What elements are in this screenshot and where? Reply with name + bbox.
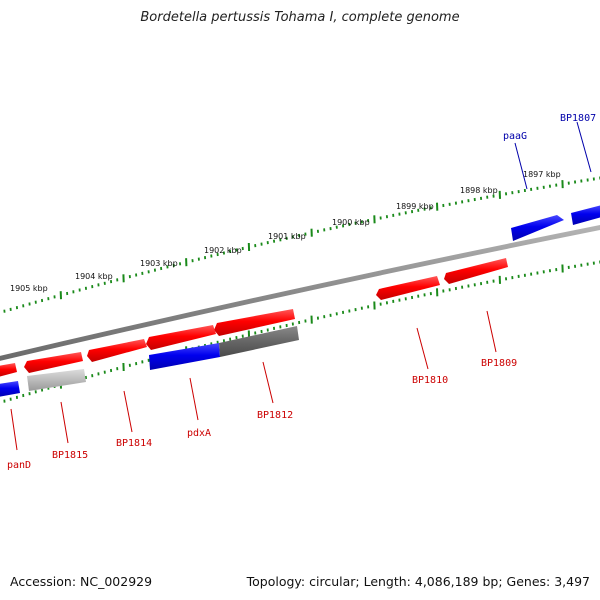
leader-paaG: [514, 142, 528, 190]
label-BP1812[interactable]: BP1812: [257, 410, 293, 421]
ruler-ticks: [3, 176, 600, 313]
leader-BP1812: [262, 361, 274, 404]
gene-BP1809[interactable]: [444, 258, 508, 284]
genome-summary-text: Topology: circular; Length: 4,086,189 bp…: [246, 574, 590, 589]
accession-text: Accession: NC_002929: [10, 574, 153, 589]
label-BP1815[interactable]: BP1815: [52, 450, 88, 461]
label-BP1814[interactable]: BP1814: [116, 438, 152, 449]
map-title: Bordetella pertussis Tohama I, complete …: [140, 10, 460, 25]
label-BP1809[interactable]: BP1809: [481, 358, 517, 369]
leader-BP1807: [576, 121, 592, 173]
gene-pdxA[interactable]: [149, 343, 220, 370]
ruler-label-1902: 1902 kbp: [204, 246, 242, 255]
ruler-label-1898: 1898 kbp: [460, 186, 498, 195]
gene-BP1810[interactable]: [376, 276, 440, 300]
leader-BP1814: [123, 390, 133, 433]
gene-BP1812[interactable]: [214, 309, 295, 336]
gene-panD[interactable]: [0, 363, 17, 377]
ruler-label-1903: 1903 kbp: [140, 259, 178, 268]
ruler-label-1901: 1901 kbp: [268, 232, 306, 241]
ruler-label-1899: 1899 kbp: [396, 202, 434, 211]
pseudogene-light[interactable]: [27, 369, 86, 391]
pseudogene-dark[interactable]: [219, 326, 299, 357]
ruler-label-1897: 1897 kbp: [523, 170, 561, 179]
label-paaG[interactable]: paaG: [503, 131, 527, 142]
gene-paaG[interactable]: [511, 215, 564, 241]
leader-BP1809: [486, 310, 497, 353]
inner-ticks: [3, 260, 600, 403]
leader-BP1815: [60, 401, 69, 444]
gene-pdxA-red[interactable]: [146, 325, 216, 350]
ruler-label-1905: 1905 kbp: [10, 284, 48, 293]
label-BP1810[interactable]: BP1810: [412, 375, 448, 386]
leader-pdxA: [189, 377, 199, 421]
gene-BP1814[interactable]: [87, 339, 147, 362]
leader-panD: [10, 408, 18, 451]
genome-backbone: [0, 225, 600, 361]
ruler-label-1900: 1900 kbp: [332, 218, 370, 227]
label-BP1807[interactable]: BP1807: [560, 113, 596, 124]
gene-BP1807[interactable]: [571, 205, 600, 225]
label-panD[interactable]: panD: [7, 460, 31, 471]
leader-BP1810: [416, 327, 429, 370]
label-pdxA[interactable]: pdxA: [187, 428, 211, 439]
gene-panD-reverse[interactable]: [0, 381, 20, 397]
ruler-label-1904: 1904 kbp: [75, 272, 113, 281]
gene-BP1815[interactable]: [24, 352, 83, 373]
